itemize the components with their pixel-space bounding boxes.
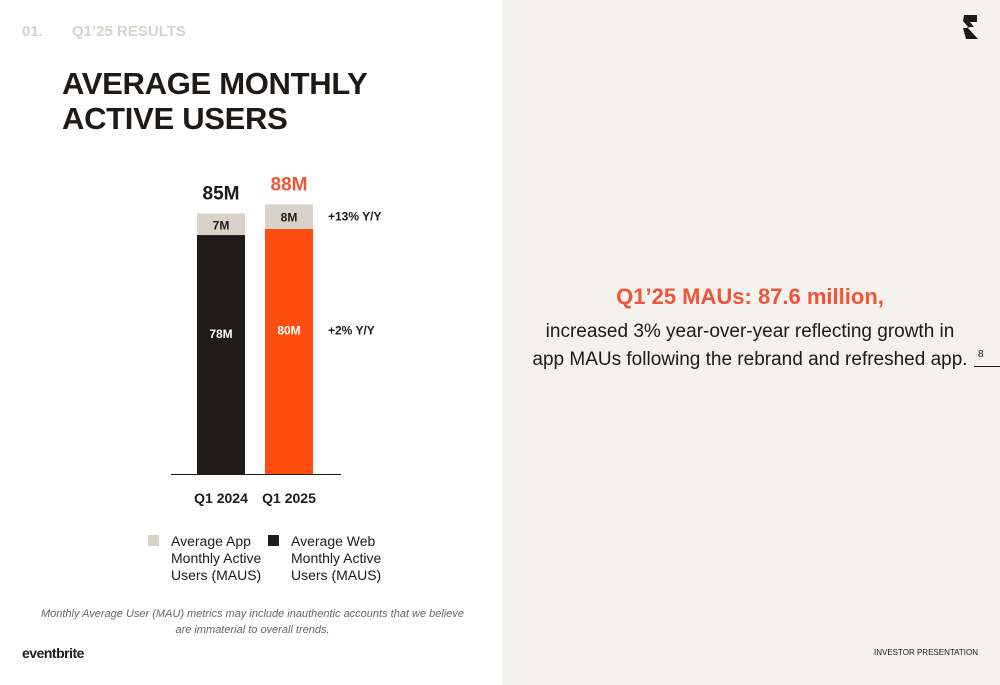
total-label-q1-2024: 85M: [203, 184, 240, 205]
x-tick-label-q1-2025: Q1 2025: [262, 490, 316, 506]
highlight-headline: Q1’25 MAUs: 87.6 million,: [616, 284, 884, 309]
legend-label-app: Average App Monthly Active Users (MAUS): [171, 533, 262, 583]
eventbrite-logo: eventbrite: [22, 645, 84, 661]
stacked-bar-chart: 78M 7M 85M Q1 2024 80M 8M 88M Q1 2025 +13% Y/Y +2…: [171, 174, 381, 506]
total-label-q1-2025: 88M: [271, 174, 308, 195]
highlight-body: increased 3% year-over-year reflecting g…: [532, 321, 968, 370]
data-label-web-q1-2025: 80M: [277, 324, 300, 338]
bar-web-q1-2025: [265, 228, 313, 475]
data-label-app-q1-2024: 7M: [213, 218, 230, 232]
section-number: 01.: [22, 23, 43, 40]
section-title: Q1’25 RESULTS: [72, 23, 186, 40]
right-panel: [502, 0, 1000, 685]
footnote: Monthly Average User (MAU) metrics may i…: [40, 608, 465, 636]
page-title: AVERAGE MONTHLY ACTIVE USERS: [62, 66, 482, 136]
eventbrite-mark-icon: [963, 15, 978, 39]
legend-swatch-web: [268, 535, 279, 546]
data-label-web-q1-2024: 78M: [209, 327, 232, 341]
bar-web-q1-2024: [197, 235, 245, 475]
x-tick-label-q1-2024: Q1 2024: [194, 490, 248, 506]
bar-app-q1-2025: [265, 204, 313, 229]
legend-label-web: Average Web Monthly Active Users (MAUS): [291, 533, 382, 583]
page-title-line-2: ACTIVE USERS: [62, 101, 288, 136]
left-panel: [0, 0, 502, 685]
page-title-line-1: AVERAGE MONTHLY: [62, 66, 368, 101]
page-number: 8: [978, 349, 984, 360]
bar-app-q1-2024: [197, 213, 245, 236]
footer-label: INVESTOR PRESENTATION: [873, 648, 978, 657]
growth-label-web: +2% Y/Y: [328, 324, 375, 338]
data-label-app-q1-2025: 8M: [281, 211, 298, 225]
growth-label-app: +13% Y/Y: [328, 210, 381, 224]
page-number-rule: [974, 366, 1000, 367]
legend-swatch-app: [148, 535, 159, 546]
